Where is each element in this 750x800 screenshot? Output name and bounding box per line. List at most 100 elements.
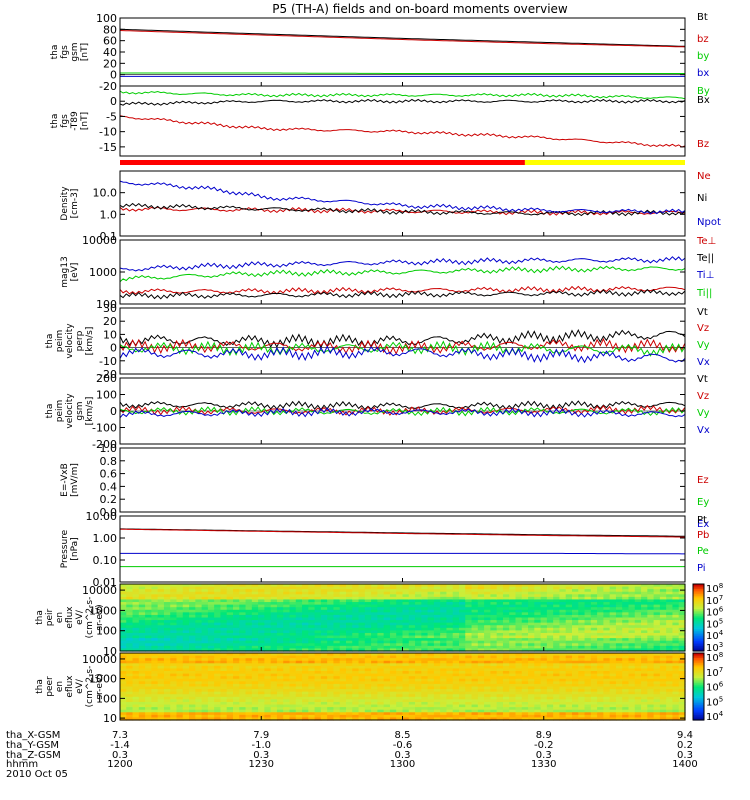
heatmap-cell — [421, 638, 429, 642]
heatmap-cell — [546, 599, 554, 603]
heatmap-cell — [515, 665, 523, 670]
heatmap-cell — [346, 627, 353, 631]
heatmap-cell — [446, 691, 454, 695]
heatmap-cell — [484, 704, 491, 708]
heatmap-cell — [427, 599, 435, 603]
heatmap-cell — [264, 627, 272, 631]
heatmap-cell — [276, 599, 284, 603]
heatmap-cell — [358, 665, 366, 670]
heatmap-cell — [559, 683, 567, 688]
heatmap-cell — [490, 681, 498, 685]
heatmap-cell — [396, 691, 404, 695]
heatmap-cell — [672, 591, 680, 595]
heatmap-cell — [120, 594, 127, 598]
heatmap-cell — [528, 653, 535, 657]
heatmap-cell — [132, 638, 140, 642]
heatmap-cell — [383, 591, 391, 595]
heatmap-cell — [659, 607, 667, 611]
heatmap-cell — [396, 717, 404, 721]
heatmap-cell — [427, 584, 435, 588]
heatmap-cell — [634, 609, 642, 613]
series-by — [120, 72, 685, 74]
heatmap-cell — [465, 709, 473, 713]
heatmap-cell — [308, 635, 316, 639]
heatmap-cell — [609, 665, 617, 670]
heatmap-cell — [502, 709, 510, 713]
heatmap-cell — [471, 607, 479, 611]
heatmap-cell — [446, 630, 454, 634]
heatmap-cell — [157, 683, 165, 688]
heatmap-cell — [220, 694, 228, 698]
heatmap-cell — [565, 645, 573, 650]
heatmap-cell — [170, 671, 178, 675]
heatmap-cell — [396, 586, 404, 590]
heatmap-cell — [515, 712, 523, 716]
heatmap-cell — [233, 655, 240, 659]
heatmap-cell — [151, 604, 159, 608]
heatmap-cell — [496, 584, 504, 588]
y-tick-label: 0 — [110, 342, 117, 355]
heatmap-cell — [151, 686, 159, 690]
heatmap-cell — [201, 602, 209, 606]
heatmap-cell — [364, 655, 372, 659]
heatmap-cell — [659, 665, 667, 670]
heatmap-cell — [182, 691, 190, 695]
heatmap-cell — [126, 645, 134, 650]
heatmap-cell — [459, 691, 466, 695]
heatmap-cell — [628, 714, 636, 719]
heatmap-cell — [446, 681, 454, 685]
heatmap-cell — [132, 620, 140, 624]
heatmap-cell — [352, 591, 360, 595]
heatmap-cell — [546, 665, 554, 670]
heatmap-cell — [195, 604, 203, 608]
heatmap-cell — [615, 640, 623, 644]
heatmap-cell — [521, 707, 529, 711]
heatmap-cell — [314, 683, 322, 688]
heatmap-cell — [245, 648, 253, 652]
heatmap-cell — [402, 707, 410, 711]
series-Npot — [119, 180, 686, 215]
heatmap-cell — [565, 653, 573, 657]
heatmap-cell — [308, 609, 316, 613]
heatmap-cell — [126, 591, 134, 595]
heatmap-cell — [339, 591, 347, 595]
heatmap-cell — [295, 586, 303, 590]
heatmap-cell — [477, 625, 485, 629]
heatmap-cell — [295, 665, 303, 670]
y-tick-label: -15 — [99, 141, 117, 154]
heatmap-cell — [352, 614, 360, 619]
heatmap-cell — [176, 665, 184, 670]
heatmap-cell — [295, 671, 303, 675]
heatmap-cell — [421, 686, 429, 690]
heatmap-cell — [452, 689, 460, 693]
heatmap-cell — [521, 589, 529, 593]
heatmap-cell — [289, 591, 297, 595]
heatmap-cell — [641, 668, 648, 672]
heatmap-cell — [339, 599, 347, 603]
heatmap-cell — [358, 630, 366, 634]
heatmap-cell — [603, 586, 611, 590]
heatmap-cell — [540, 635, 548, 639]
heatmap-cell — [289, 612, 297, 616]
heatmap-cell — [471, 658, 479, 662]
heatmap-cell — [145, 599, 152, 603]
heatmap-cell — [528, 704, 535, 708]
heatmap-cell — [515, 645, 523, 650]
heatmap-cell — [597, 645, 604, 650]
heatmap-cell — [615, 589, 623, 593]
heatmap-cell — [151, 714, 159, 719]
heatmap-cell — [302, 699, 309, 703]
heatmap-cell — [408, 660, 416, 664]
heatmap-cell — [641, 627, 648, 631]
heatmap-cell — [389, 622, 397, 626]
heatmap-cell — [308, 689, 316, 693]
heatmap-cell — [220, 612, 228, 616]
heatmap-cell — [302, 655, 309, 659]
heatmap-cell — [446, 704, 454, 708]
heatmap-cell — [603, 676, 611, 680]
heatmap-cell — [546, 622, 554, 626]
heatmap-cell — [377, 625, 385, 629]
heatmap-cell — [440, 663, 448, 667]
heatmap-cell — [659, 625, 667, 629]
y-tick-label: 0.1 — [100, 230, 118, 243]
